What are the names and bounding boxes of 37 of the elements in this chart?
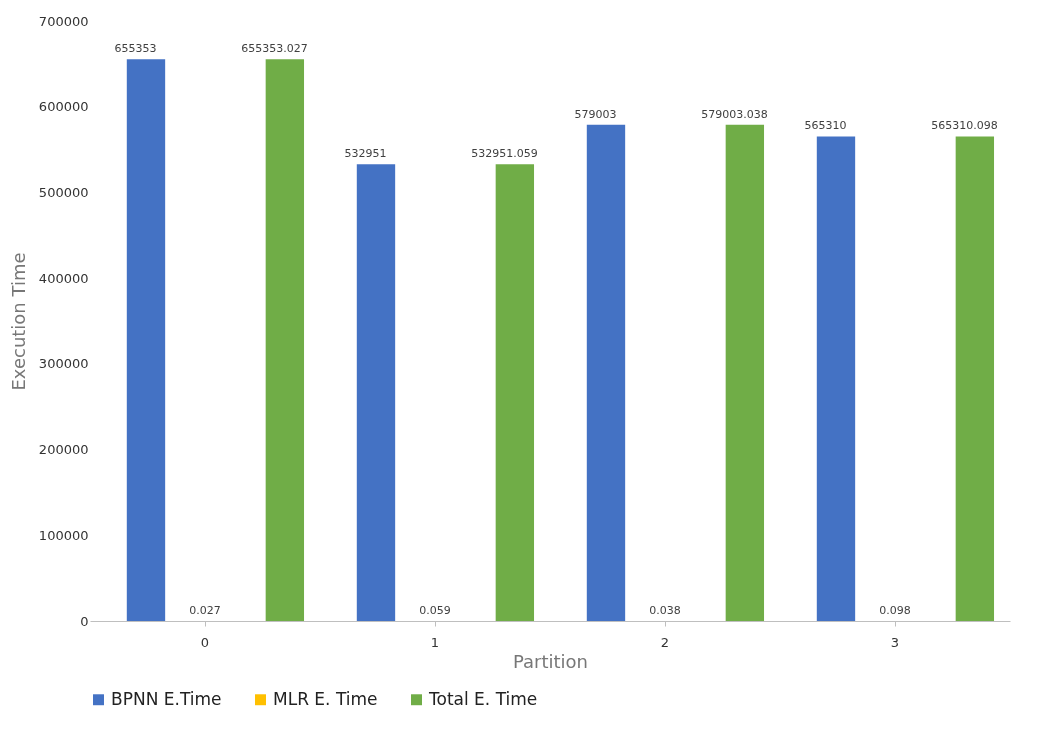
legend-label: Total E. Time: [428, 688, 538, 709]
data-label: 532951.059: [471, 147, 538, 161]
bar: [265, 59, 305, 621]
data-label: 0.027: [189, 604, 221, 617]
y-tick-label: 200000: [38, 442, 89, 458]
bar: [495, 164, 535, 621]
x-tick-label: 1: [430, 634, 440, 650]
data-label: 579003: [574, 107, 617, 121]
data-label: 0.059: [419, 604, 451, 617]
y-tick-label: 300000: [38, 356, 89, 372]
data-label: 579003.038: [701, 107, 768, 121]
bar: [356, 164, 396, 621]
legend-label: MLR E. Time: [273, 688, 378, 709]
y-tick-label: 0: [80, 613, 89, 629]
data-label: 0.038: [649, 604, 681, 617]
bar: [126, 59, 166, 621]
y-tick-label: 600000: [38, 99, 89, 115]
y-tick-label: 400000: [38, 270, 89, 286]
y-tick-label: 500000: [38, 184, 89, 200]
bar: [955, 136, 995, 621]
data-label: 565310.098: [931, 119, 998, 133]
y-tick-label: 700000: [38, 13, 89, 29]
data-label: 655353: [114, 42, 157, 56]
x-tick-label: 3: [890, 634, 900, 650]
x-tick-label: 0: [200, 634, 210, 650]
y-tick-label: 100000: [38, 527, 89, 543]
bar: [816, 136, 856, 621]
y-axis-title: Execution Time: [7, 252, 29, 391]
data-label: 532951: [344, 147, 387, 161]
legend-label: BPNN E.Time: [111, 688, 222, 709]
bar: [725, 124, 765, 621]
x-axis-title: Partition: [512, 650, 589, 672]
data-label: 0.098: [879, 604, 911, 617]
x-tick-label: 2: [660, 634, 670, 650]
data-label: 655353.027: [241, 42, 308, 56]
data-label: 565310: [804, 119, 847, 133]
bar: [586, 124, 626, 621]
